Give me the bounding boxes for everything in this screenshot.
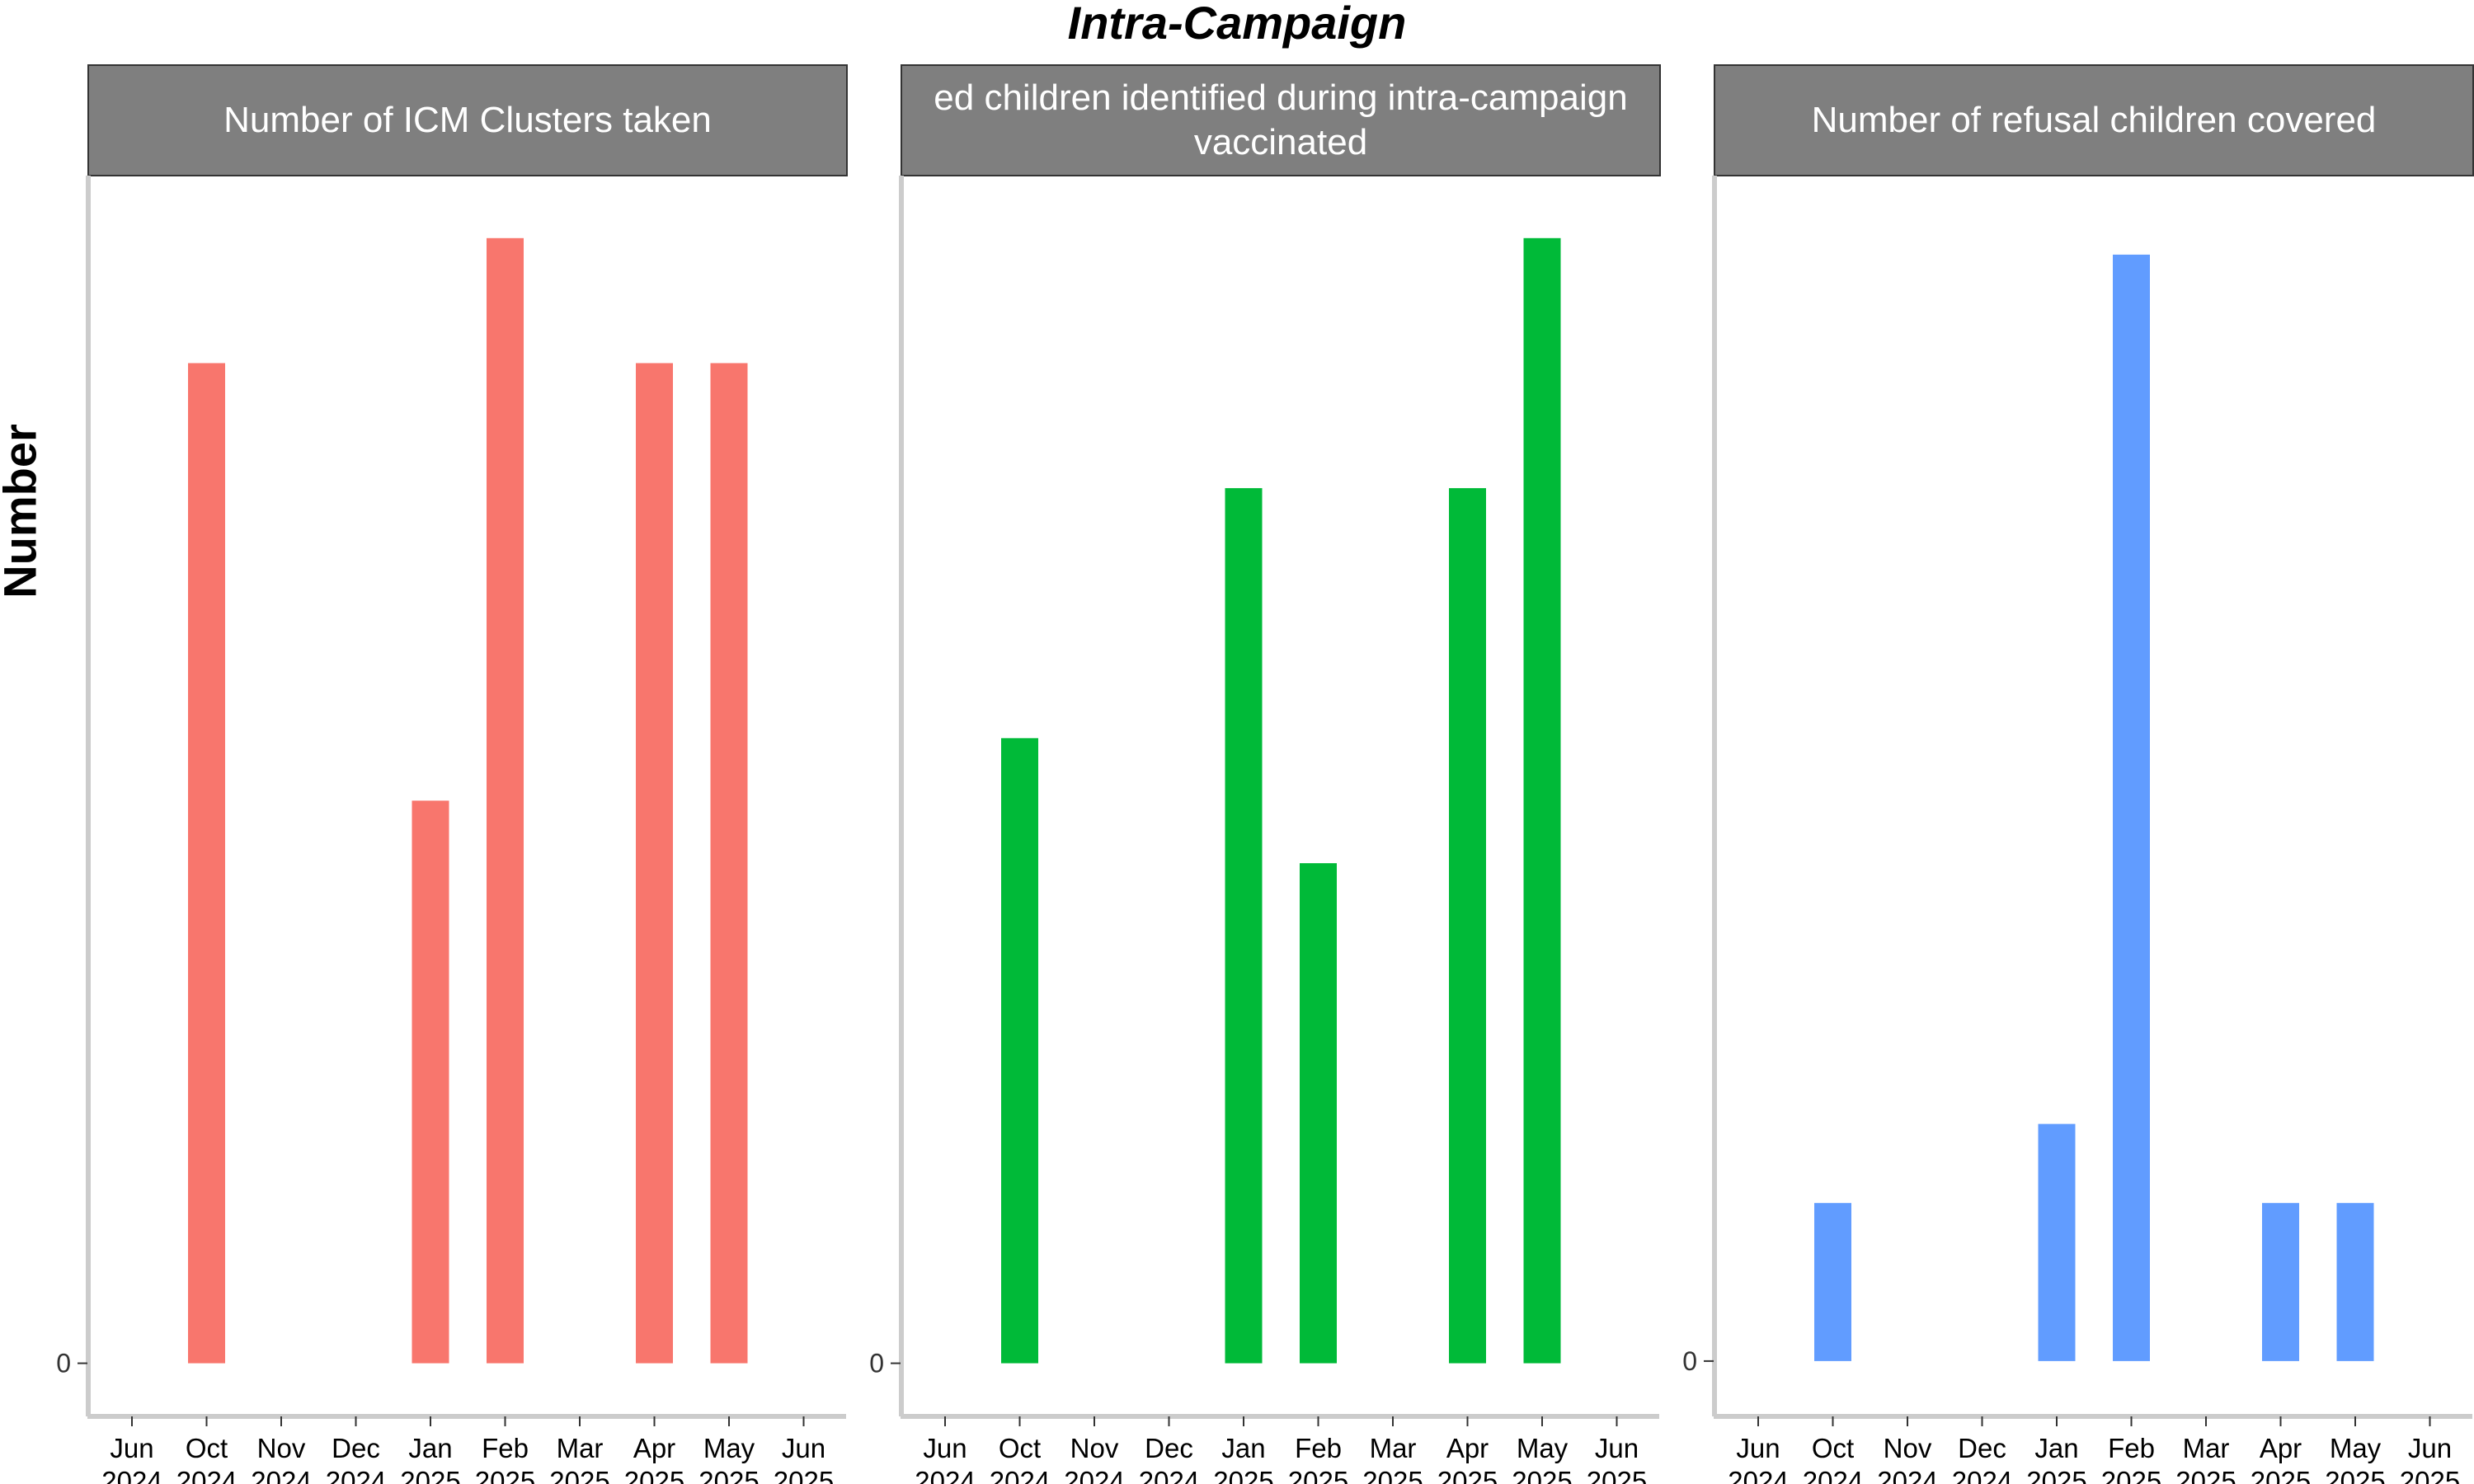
facet-plot-2: 0 Jun 2024 Oct 2024 Nov 2024 Dec 2024 Jan 2025 Feb 2… — [869, 176, 1659, 1484]
x-tick-label-month: Jan — [2034, 1433, 2078, 1463]
x-tick-label-month: Jun — [2408, 1433, 2452, 1463]
x-tick-label-year: 2025 — [2251, 1466, 2311, 1484]
x-tick-label-year: 2025 — [2101, 1466, 2161, 1484]
x-tick-label-year: 2024 — [1728, 1466, 1788, 1484]
x-tick-label-year: 2025 — [2400, 1466, 2460, 1484]
x-tick-label-month: Jun — [110, 1433, 153, 1463]
x-tick-label-year: 2025 — [549, 1466, 609, 1484]
x-tick-label-month: Jun — [1595, 1433, 1639, 1463]
x-tick-label-year: 2025 — [475, 1466, 535, 1484]
x-tick-label-year: 2024 — [1952, 1466, 2012, 1484]
x-tick-label-month: Mar — [1370, 1433, 1417, 1463]
x-tick-label-month: Oct — [999, 1433, 1041, 1463]
facet-strip-3: Number of refusal children covered — [1714, 64, 2474, 176]
facet-panel-3: Number of refusal children covered 0 Jun 2… — [1682, 64, 2474, 1484]
y-tick-label: 0 — [869, 1349, 884, 1378]
x-tick-label-year: 2025 — [2325, 1466, 2385, 1484]
x-tick-label-year: 2025 — [1362, 1466, 1423, 1484]
x-tick-label-month: May — [703, 1433, 755, 1463]
bar — [1523, 237, 1561, 1364]
bar — [2113, 254, 2150, 1361]
x-tick-label-month: Jan — [408, 1433, 452, 1463]
facet-strip-1: Number of ICM Clusters taken — [87, 64, 848, 176]
facet-title-2: ed children identified during intra-camp… — [934, 77, 1628, 162]
x-tick-label-month: Mar — [2183, 1433, 2230, 1463]
bar — [1225, 488, 1263, 1364]
x-tick-label-year: 2025 — [1587, 1466, 1647, 1484]
bar — [487, 237, 524, 1364]
x-tick-label-month: Apr — [633, 1433, 675, 1463]
bar — [1814, 1203, 1851, 1361]
x-tick-label-year: 2025 — [2175, 1466, 2236, 1484]
x-tick-label-month: Jun — [782, 1433, 825, 1463]
y-tick-label: 0 — [1682, 1346, 1697, 1376]
facet-panel-2: ed children identified during intra-camp… — [869, 64, 1661, 1484]
facet-strip-2: ed children identified during intra-camp… — [901, 64, 1661, 176]
bar — [2262, 1203, 2299, 1361]
x-tick-label-year: 2024 — [990, 1466, 1050, 1484]
x-tick-label-year: 2024 — [1064, 1466, 1124, 1484]
x-tick-label-month: Apr — [1446, 1433, 1489, 1463]
bar — [2038, 1124, 2076, 1361]
facet-plot-1: 0 Jun 2024 Oct 2024 Nov 2024 Dec 2024 Jan 2025 Feb 2… — [56, 176, 846, 1484]
x-tick-label-year: 2025 — [624, 1466, 684, 1484]
x-tick-label-month: Feb — [2108, 1433, 2155, 1463]
x-tick-label-year: 2025 — [1288, 1466, 1348, 1484]
x-tick-label-month: Dec — [1958, 1433, 2006, 1463]
y-tick-label: 0 — [56, 1349, 71, 1378]
x-tick-label-month: Jun — [1736, 1433, 1780, 1463]
x-tick-label-month: Feb — [482, 1433, 529, 1463]
x-tick-label-month: Dec — [1145, 1433, 1193, 1463]
bar — [2336, 1203, 2374, 1361]
x-tick-label-year: 2025 — [1512, 1466, 1572, 1484]
bar — [188, 363, 225, 1364]
x-tick-label-month: Nov — [1070, 1433, 1119, 1463]
x-tick-label-year: 2024 — [101, 1466, 162, 1484]
facet-panel-1: Number of ICM Clusters taken 0 Jun 2024 Oct… — [56, 64, 848, 1484]
bar — [710, 363, 748, 1364]
bar — [1300, 863, 1337, 1364]
chart-title: Intra-Campaign — [1067, 0, 1407, 49]
x-tick-label-year: 2024 — [1803, 1466, 1863, 1484]
x-tick-label-year: 2025 — [774, 1466, 834, 1484]
x-tick-label-year: 2024 — [915, 1466, 975, 1484]
x-tick-label-month: Dec — [332, 1433, 380, 1463]
x-tick-label-month: Nov — [1884, 1433, 1932, 1463]
bar — [636, 363, 673, 1364]
x-tick-label-month: May — [2330, 1433, 2382, 1463]
x-tick-label-year: 2024 — [176, 1466, 237, 1484]
x-tick-label-month: May — [1517, 1433, 1569, 1463]
facet-plot-3: 0 Jun 2024 Oct 2024 Nov 2024 Dec 2024 Jan 2025 Feb 2… — [1682, 176, 2472, 1484]
x-tick-label-month: Jan — [1221, 1433, 1265, 1463]
x-tick-label-month: Nov — [257, 1433, 306, 1463]
x-tick-label-month: Oct — [186, 1433, 228, 1463]
x-tick-label-month: Oct — [1812, 1433, 1854, 1463]
x-tick-label-year: 2025 — [1437, 1466, 1498, 1484]
x-tick-label-year: 2025 — [400, 1466, 460, 1484]
x-tick-label-month: Jun — [923, 1433, 967, 1463]
x-tick-label-year: 2025 — [698, 1466, 759, 1484]
bar — [1449, 488, 1486, 1364]
x-tick-label-year: 2024 — [1877, 1466, 1937, 1484]
x-tick-label-month: Feb — [1295, 1433, 1342, 1463]
x-tick-label-year: 2025 — [2026, 1466, 2086, 1484]
x-tick-label-year: 2025 — [1213, 1466, 1273, 1484]
facet-title-1: Number of ICM Clusters taken — [223, 100, 712, 140]
x-tick-label-month: Apr — [2260, 1433, 2302, 1463]
facet-title-3: Number of refusal children covered — [1811, 100, 2377, 140]
bar — [1001, 738, 1038, 1364]
y-axis-label: Number — [0, 424, 46, 599]
x-tick-label-month: Mar — [557, 1433, 604, 1463]
x-tick-label-year: 2024 — [326, 1466, 386, 1484]
x-tick-label-year: 2024 — [251, 1466, 311, 1484]
x-tick-label-year: 2024 — [1139, 1466, 1199, 1484]
bar — [412, 801, 449, 1364]
